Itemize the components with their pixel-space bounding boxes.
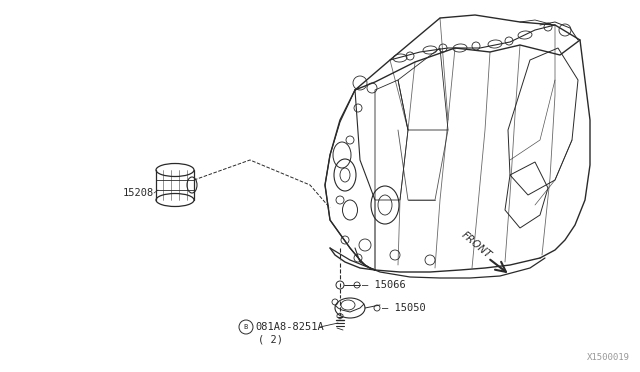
Text: FRONT: FRONT [459, 230, 493, 260]
Text: 081A8-8251A: 081A8-8251A [255, 322, 324, 332]
Text: ( 2): ( 2) [258, 335, 283, 345]
Text: – 15066: – 15066 [362, 280, 406, 290]
Text: X1500019: X1500019 [587, 353, 630, 362]
Text: 15208: 15208 [123, 188, 154, 198]
Text: – 15050: – 15050 [382, 303, 426, 313]
Text: B: B [244, 324, 248, 330]
